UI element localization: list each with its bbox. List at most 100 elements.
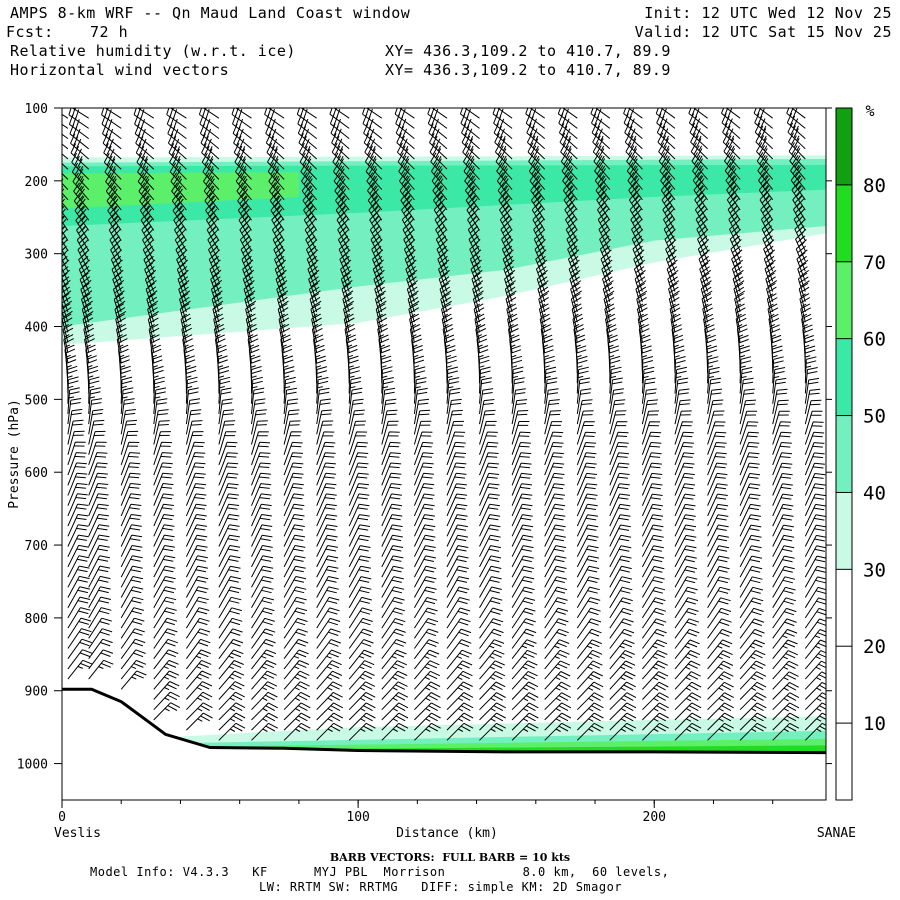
wind-barb [658, 142, 676, 170]
wind-barb [167, 133, 187, 160]
wind-barb [332, 152, 350, 180]
wind-barb [772, 377, 787, 404]
wind-barb [628, 181, 643, 211]
wind-barb [283, 493, 305, 517]
colorbar-label: 50 [863, 406, 886, 428]
wind-barb [153, 387, 167, 414]
wind-barb [401, 201, 415, 231]
wind-barb [120, 462, 141, 486]
wind-barb [432, 181, 448, 211]
wind-barb [479, 377, 493, 404]
wind-barb [772, 473, 793, 496]
wind-barb [446, 702, 474, 721]
wind-barb [381, 628, 406, 649]
wind-barb [525, 113, 546, 139]
wind-barb [148, 323, 160, 353]
wind-barb [237, 192, 252, 221]
wind-barb [185, 420, 203, 445]
wind-barb [381, 524, 403, 547]
wind-barb [185, 638, 211, 659]
wind-barb [544, 472, 565, 496]
wind-barb [218, 376, 231, 404]
wind-barb [758, 171, 774, 201]
wind-barb [609, 366, 622, 394]
wind-barb [544, 514, 566, 537]
wind-barb [67, 472, 88, 496]
wind-barb [544, 483, 565, 506]
wind-barb [660, 181, 676, 211]
wind-barb [186, 649, 211, 670]
wind-barb [343, 313, 355, 343]
wind-barb [479, 712, 506, 731]
wind-barb [348, 681, 376, 700]
wind-barb [377, 323, 388, 353]
wind-barb [446, 377, 460, 404]
wind-barb [170, 172, 187, 201]
wind-barb [446, 660, 473, 680]
wind-barb [479, 493, 500, 517]
wind-barb [493, 113, 513, 139]
y-tick-label: 400 [25, 321, 48, 336]
wind-barb [251, 607, 275, 629]
wind-barb [413, 628, 439, 649]
wind-barb [674, 410, 692, 435]
wind-barb [734, 303, 746, 333]
wind-barb [446, 409, 463, 435]
wind-barb [88, 659, 114, 680]
wind-barb [203, 172, 220, 201]
wind-barb [348, 702, 376, 721]
wind-barb [233, 133, 252, 160]
wind-barb [670, 313, 682, 343]
wind-barb [63, 334, 74, 363]
wind-barb [479, 618, 504, 639]
wind-barb [538, 293, 549, 323]
wind-barb [232, 123, 252, 150]
wind-barb [103, 152, 122, 180]
wind-barb [316, 441, 336, 466]
wind-barb [413, 462, 434, 486]
colorbar-label: 30 [863, 559, 886, 581]
wind-barb [642, 639, 668, 660]
wind-barb [251, 462, 271, 486]
wind-barb [694, 191, 709, 221]
wind-barb [218, 514, 240, 537]
wind-barb [413, 472, 434, 496]
wind-barb [561, 162, 578, 190]
wind-barb [511, 565, 535, 588]
wind-barb [609, 452, 630, 476]
wind-barb [472, 293, 484, 323]
wind-barb [637, 313, 649, 343]
wind-barb [71, 152, 90, 180]
wind-barb [665, 252, 678, 282]
wind-barb [381, 670, 408, 690]
wind-barb [544, 555, 567, 578]
wind-barb [413, 420, 432, 445]
wind-barb [218, 722, 246, 741]
wind-barb [804, 534, 826, 557]
wind-barb [75, 212, 90, 241]
wind-barb [511, 660, 538, 680]
wind-barb [396, 132, 415, 160]
wind-barb [398, 172, 415, 201]
wind-barb [636, 303, 648, 333]
wind-barb [251, 452, 271, 476]
wind-barb [251, 431, 269, 455]
wind-barb [120, 617, 145, 639]
wind-barb [201, 152, 220, 180]
wind-barb [406, 272, 418, 302]
wind-barb [381, 472, 402, 496]
wind-barb [674, 493, 696, 517]
wind-barb [479, 681, 506, 700]
wind-barb [218, 691, 245, 711]
wind-barb [576, 712, 604, 731]
wind-barb [570, 282, 582, 313]
wind-barb [526, 123, 546, 150]
wind-barb [381, 503, 403, 527]
wind-barb [674, 692, 702, 711]
wind-barb [348, 398, 364, 425]
init-time: Init: 12 UTC Wed 12 Nov 25 [644, 4, 892, 22]
wind-barb [381, 514, 403, 537]
wind-barb [609, 649, 635, 670]
wind-barb [674, 462, 695, 486]
wind-barb [348, 462, 369, 486]
